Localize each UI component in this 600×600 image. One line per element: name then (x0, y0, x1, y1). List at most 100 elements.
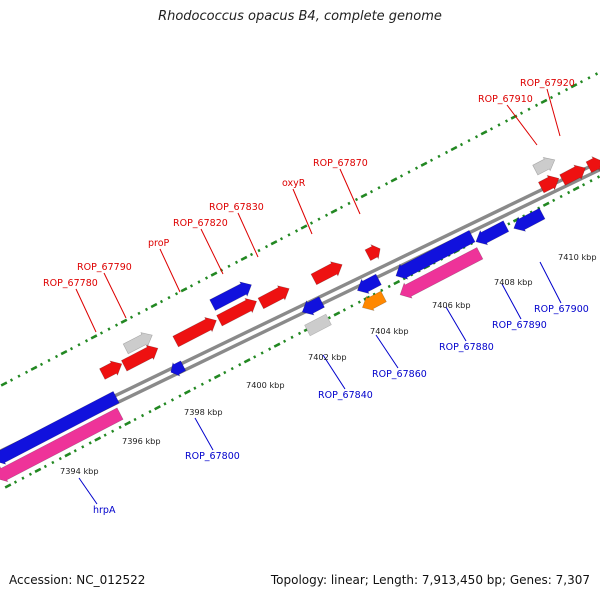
blue-gene-arrow (301, 296, 325, 316)
plus-strand-gene-label: oxyR (282, 178, 306, 189)
minus-label-leader (375, 334, 399, 369)
minor-tick (137, 311, 141, 316)
blue-gene-arrow (395, 229, 476, 280)
red-gene-arrow (216, 297, 258, 327)
major-tick (183, 389, 191, 395)
major-tick (273, 342, 281, 348)
minor-tick (387, 284, 391, 289)
minor-tick (43, 464, 47, 469)
minor-tick (519, 111, 524, 115)
major-tick (540, 98, 548, 105)
minor-tick (193, 386, 197, 390)
red-gene-arrow (364, 243, 381, 262)
genome-summary-text: Topology: linear; Length: 7,913,450 bp; … (270, 573, 590, 587)
plus-label-leader (506, 104, 538, 146)
major-tick (34, 467, 42, 473)
minor-tick (268, 347, 272, 351)
orange-gene-arrow (362, 290, 387, 311)
plus-label-leader (237, 212, 259, 258)
minor-tick (552, 198, 556, 203)
minor-tick (223, 370, 227, 375)
blue-gene-arrow (170, 360, 187, 377)
minus-label-leader (539, 261, 562, 304)
minor-tick (140, 413, 145, 418)
major-tick (360, 192, 368, 199)
minor-tick (589, 179, 593, 183)
minor-tick (437, 154, 441, 159)
major-tick (124, 420, 132, 427)
gray-feature-box (304, 313, 332, 337)
red-gene-arrow (310, 261, 343, 286)
minor-tick (200, 382, 204, 386)
map-title: Rhodococcus opacus B4, complete genome (158, 9, 442, 24)
minor-tick (399, 174, 404, 178)
minor-tick (174, 292, 179, 296)
gray-feature-arrow (122, 332, 153, 355)
minor-tick (114, 323, 119, 327)
minor-tick (579, 80, 584, 84)
minor-tick (178, 394, 182, 398)
plus-strand-gene-label: ROP_67830 (209, 202, 264, 213)
minus-label-leader (78, 477, 98, 505)
minor-tick (339, 205, 344, 210)
minor-tick (347, 201, 351, 206)
major-tick (450, 145, 458, 152)
minus-label-leader (322, 354, 346, 390)
major-tick (333, 311, 341, 317)
major-tick (30, 365, 38, 371)
minor-tick (163, 402, 167, 406)
minor-tick (73, 449, 77, 453)
major-tick (542, 201, 550, 207)
plus-strand-gene-label: ROP_67780 (43, 278, 98, 289)
minor-tick (47, 358, 51, 363)
minus-label-leader (445, 306, 467, 342)
minor-tick (9, 378, 14, 382)
minor-tick (372, 292, 376, 296)
minor-tick (324, 213, 329, 217)
minor-tick (58, 456, 62, 461)
minor-tick (407, 170, 411, 174)
accession-text: Accession: NC_012522 (9, 573, 146, 587)
minor-tick (17, 374, 21, 378)
major-tick (213, 373, 221, 380)
minus-label-leader (194, 417, 214, 451)
red-gene-arrow (120, 344, 159, 372)
plus-label-leader (159, 248, 181, 293)
minor-tick (489, 127, 494, 131)
minus-strand-gene-label: ROP_67840 (318, 390, 373, 401)
major-tick (0, 381, 8, 387)
red-gene-arrow (99, 360, 123, 380)
minor-tick (107, 327, 111, 331)
minor-tick (264, 244, 269, 249)
major-tick (154, 405, 161, 411)
minor-tick (564, 87, 569, 92)
minor-tick (594, 72, 599, 76)
minor-tick (170, 398, 175, 402)
minor-tick (467, 138, 471, 143)
red-gene-arrow (257, 285, 290, 310)
blue-gene-arrow (513, 207, 546, 232)
scale-label: 7402 kbp (308, 352, 347, 362)
major-tick (210, 271, 218, 277)
minor-tick (384, 182, 389, 186)
minor-tick (129, 315, 134, 319)
scale-label: 7394 kbp (60, 466, 99, 476)
minor-tick (369, 190, 374, 194)
minor-tick (111, 429, 115, 433)
minor-tick (227, 264, 231, 268)
minor-tick (527, 107, 531, 111)
major-tick (4, 483, 12, 489)
minor-tick (238, 363, 242, 367)
minor-tick (39, 362, 44, 367)
minus-strand-gene-label: ROP_67860 (372, 369, 427, 380)
minor-tick (377, 186, 381, 190)
minor-tick (557, 91, 561, 96)
scale-label: 7400 kbp (246, 380, 285, 390)
plus-label-leader (339, 168, 361, 215)
minor-tick (549, 95, 554, 100)
minor-tick (24, 370, 29, 374)
major-tick (270, 240, 278, 246)
minor-tick (84, 339, 89, 343)
minor-tick (459, 142, 464, 147)
